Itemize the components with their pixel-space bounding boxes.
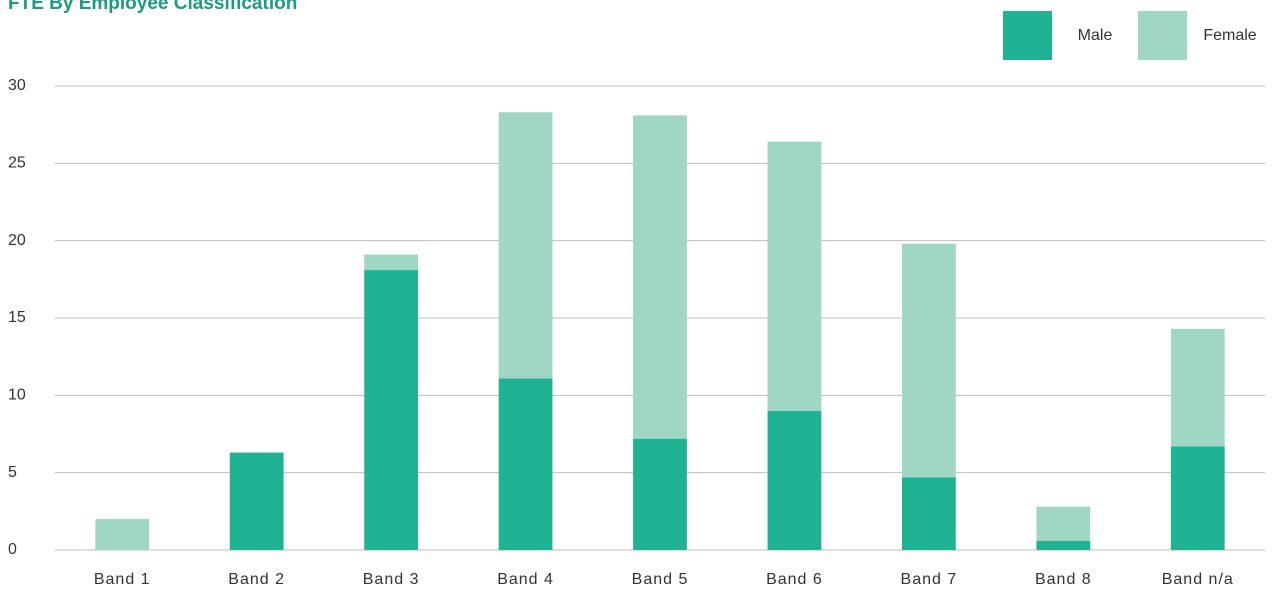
x-tick-label: Band 6 (766, 571, 823, 588)
bar-segment (767, 141, 822, 411)
x-tick-label: Band 2 (228, 571, 285, 588)
bar-segment (95, 519, 150, 550)
bar-segment (1036, 540, 1091, 550)
legend-swatch (1138, 11, 1187, 60)
y-tick-label: 20 (8, 232, 26, 249)
y-tick-label: 30 (8, 77, 26, 94)
x-tick-label: Band 7 (901, 571, 958, 588)
legend-swatch (1003, 11, 1052, 60)
bar-segment (229, 452, 284, 550)
bar-segment (498, 378, 553, 550)
x-tick-label: Band 3 (363, 571, 420, 588)
bar-segment (364, 254, 418, 271)
x-tick-label: Band 8 (1035, 571, 1092, 588)
x-tick-label: Band 5 (632, 571, 689, 588)
bar-segment (633, 115, 687, 439)
y-tick-label: 15 (8, 309, 26, 326)
y-tick-label: 0 (8, 541, 17, 558)
chart-title: FTE By Employee Classification (8, 0, 297, 14)
bar-segment (1170, 446, 1225, 550)
bar-segment (364, 270, 418, 550)
bar-segment (1170, 328, 1225, 447)
bar-segment (1036, 506, 1091, 541)
legend-label: Male (1078, 27, 1113, 44)
bar-segment (633, 438, 687, 550)
y-tick-label: 10 (8, 387, 26, 404)
x-tick-label: Band n/a (1162, 571, 1234, 588)
bar-segment (902, 477, 956, 550)
bar-segment (902, 243, 956, 478)
legend-label: Female (1203, 27, 1256, 44)
y-tick-label: 25 (8, 155, 26, 172)
bar-segment (498, 112, 553, 379)
x-tick-label: Band 1 (94, 571, 151, 588)
y-tick-label: 5 (8, 464, 17, 481)
bar-segment (767, 410, 822, 550)
x-tick-label: Band 4 (497, 571, 554, 588)
